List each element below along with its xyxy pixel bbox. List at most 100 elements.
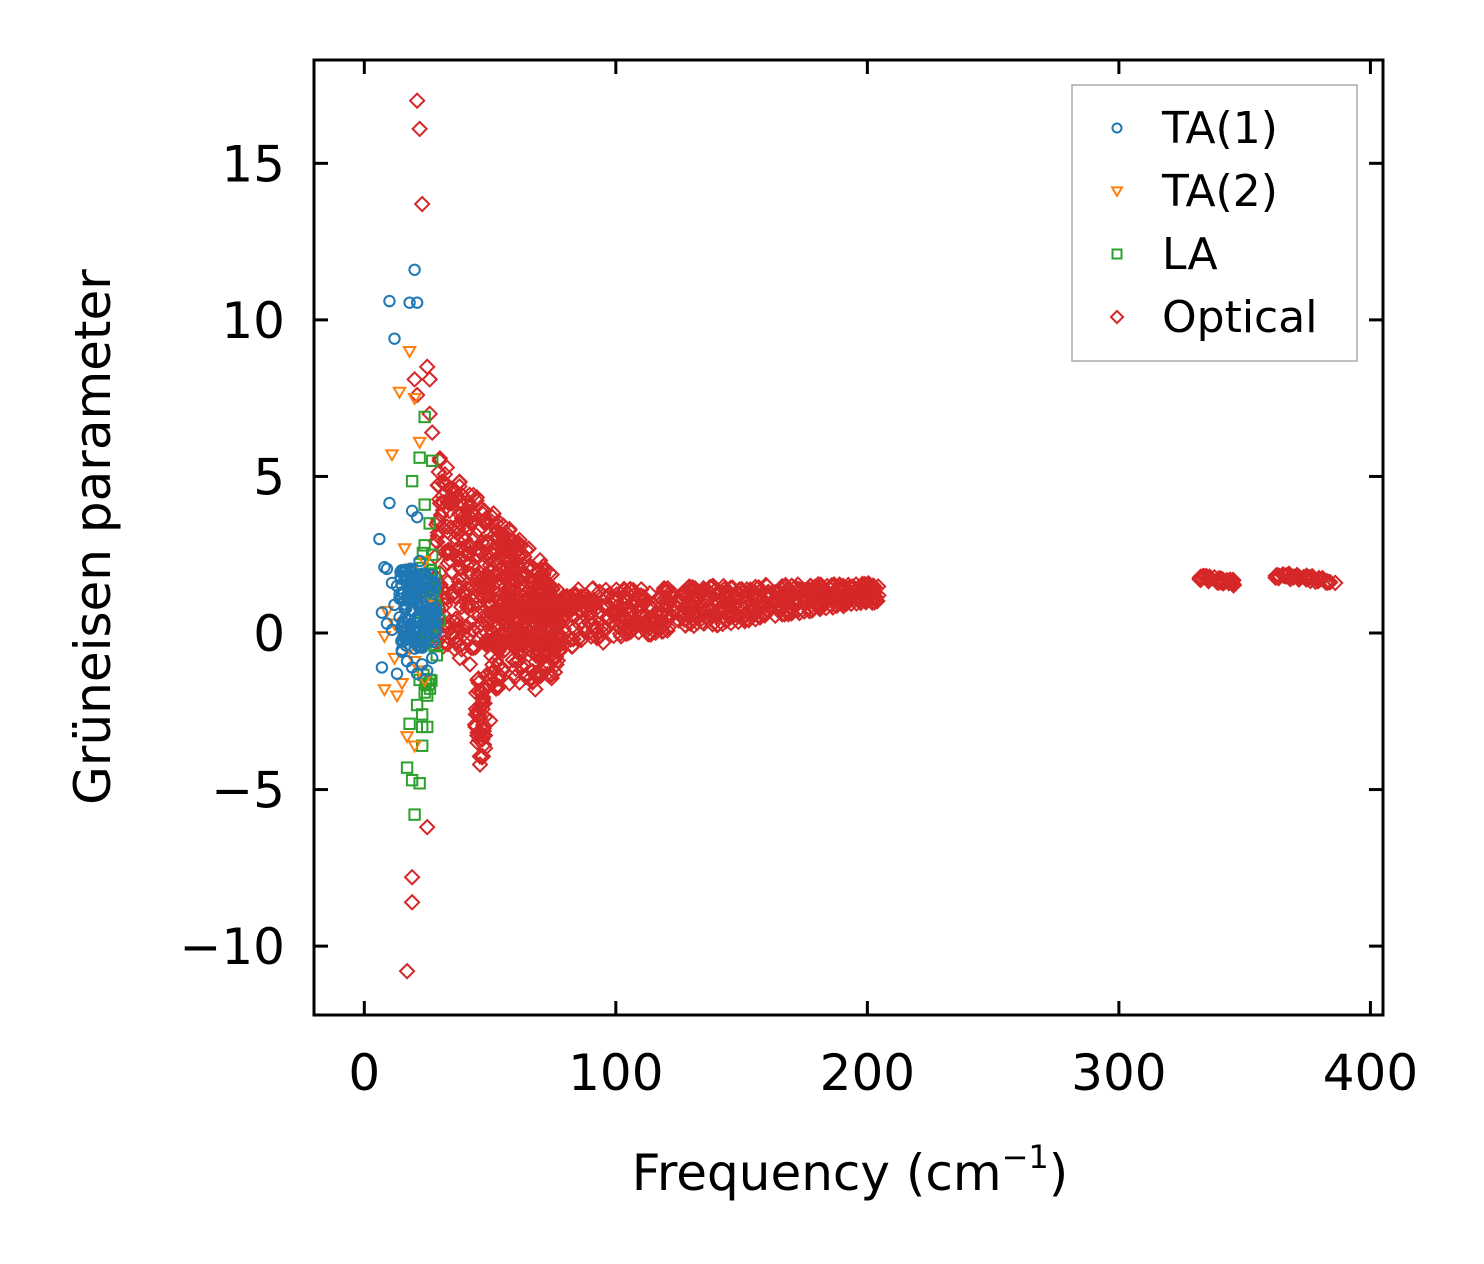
data-point xyxy=(615,582,633,600)
data-point xyxy=(617,592,634,610)
data-point xyxy=(403,296,416,309)
data-point xyxy=(410,510,424,524)
data-point xyxy=(453,640,470,658)
data-point xyxy=(817,599,835,617)
data-point xyxy=(509,628,527,646)
data-point xyxy=(413,629,426,643)
data-point xyxy=(737,586,755,604)
data-point xyxy=(442,488,460,506)
data-point xyxy=(796,581,814,599)
data-point xyxy=(699,582,717,600)
data-point xyxy=(770,602,788,620)
data-point xyxy=(1299,570,1316,587)
data-point xyxy=(527,634,545,652)
data-point xyxy=(513,658,531,675)
data-point xyxy=(848,594,865,612)
data-point xyxy=(430,491,448,508)
data-point xyxy=(443,586,461,604)
data-point xyxy=(789,601,807,619)
data-point xyxy=(1223,575,1241,592)
data-point xyxy=(401,629,414,643)
data-point xyxy=(582,596,600,614)
data-point xyxy=(403,564,416,577)
data-point xyxy=(453,529,471,547)
data-point xyxy=(549,652,567,669)
data-point xyxy=(383,294,396,308)
data-point xyxy=(469,734,486,752)
data-point xyxy=(570,601,588,619)
data-point xyxy=(831,576,849,593)
data-layer xyxy=(373,92,1344,980)
data-point xyxy=(451,558,469,576)
data-point xyxy=(434,487,452,505)
data-point xyxy=(446,588,464,606)
data-point xyxy=(476,510,494,528)
data-point xyxy=(418,539,431,552)
data-point xyxy=(510,621,527,639)
data-point xyxy=(384,449,400,463)
data-point xyxy=(418,818,436,836)
data-point xyxy=(375,661,389,674)
data-point xyxy=(552,632,570,649)
data-point xyxy=(461,655,479,673)
data-point xyxy=(456,542,474,560)
data-point xyxy=(373,532,386,546)
data-point xyxy=(695,615,713,633)
data-point xyxy=(496,526,513,544)
data-point xyxy=(408,386,426,404)
data-point xyxy=(471,756,489,773)
data-point xyxy=(531,593,549,611)
data-point xyxy=(413,554,426,568)
data-point xyxy=(510,652,528,669)
data-point xyxy=(863,585,881,603)
data-point xyxy=(485,624,502,642)
data-point xyxy=(394,677,410,691)
data-point xyxy=(439,635,457,653)
data-point xyxy=(511,674,528,691)
data-point xyxy=(439,573,457,591)
data-point xyxy=(507,627,524,645)
legend: TA(1) TA(2) LA Optical xyxy=(1071,84,1358,362)
data-point xyxy=(810,594,828,612)
data-point xyxy=(692,599,709,617)
data-point xyxy=(411,120,429,138)
data-point xyxy=(544,640,562,658)
data-point xyxy=(523,596,541,613)
data-point xyxy=(720,608,738,626)
legend-marker xyxy=(1111,248,1123,260)
data-point xyxy=(506,668,524,686)
data-point xyxy=(423,424,441,442)
data-point xyxy=(406,370,424,388)
data-point xyxy=(526,680,544,698)
data-point xyxy=(388,332,401,345)
data-point xyxy=(507,652,525,670)
data-point xyxy=(597,588,615,606)
data-point xyxy=(481,712,499,730)
data-point xyxy=(486,678,504,696)
data-point xyxy=(397,543,413,557)
data-point xyxy=(379,605,395,619)
data-point xyxy=(403,893,421,911)
data-point xyxy=(447,610,465,628)
data-point xyxy=(636,609,654,627)
data-point xyxy=(464,505,482,523)
data-point xyxy=(527,664,544,682)
data-point xyxy=(594,587,612,605)
data-point xyxy=(387,652,402,666)
data-point xyxy=(808,580,826,598)
data-point xyxy=(463,597,481,614)
data-point xyxy=(469,671,486,689)
data-point xyxy=(511,567,529,584)
data-point xyxy=(451,514,469,532)
data-point xyxy=(468,575,486,592)
y-tick-label: 0 xyxy=(253,605,285,663)
y-axis-title: Grüneisen parameter xyxy=(64,269,122,805)
data-point xyxy=(842,595,860,613)
legend-label: Optical xyxy=(1162,292,1317,343)
x-tick-label: 0 xyxy=(348,1044,380,1102)
data-point xyxy=(429,476,447,494)
data-point xyxy=(470,682,488,700)
data-point xyxy=(820,586,838,604)
data-point xyxy=(440,502,458,520)
